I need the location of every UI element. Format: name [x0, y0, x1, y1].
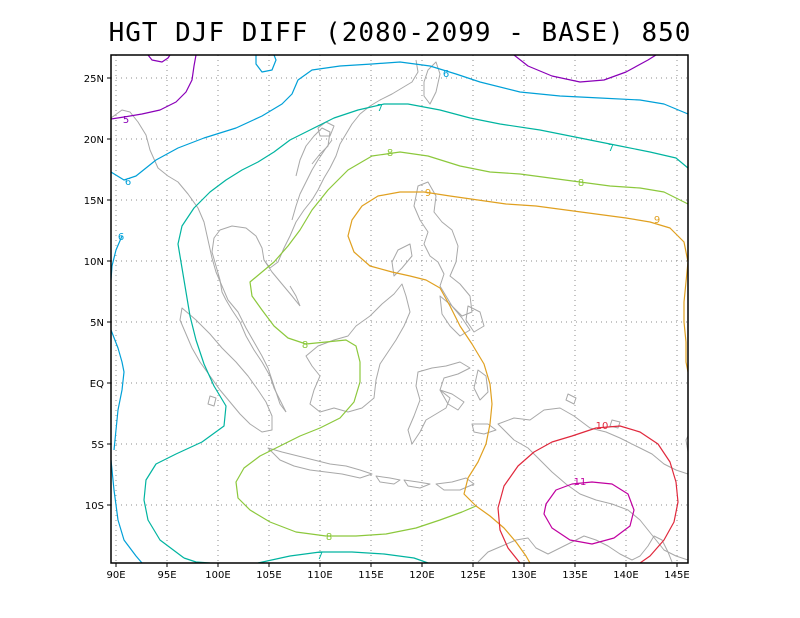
contour-label: 5 [123, 115, 129, 126]
x-axis-labels: 90E 95E 100E 105E 110E 115E 120E 125E 13… [106, 570, 689, 581]
y-tick-label: 5N [90, 318, 104, 329]
contour-8b [235, 339, 477, 537]
contour-5c [513, 55, 657, 83]
contour-label: 11 [574, 477, 587, 488]
contour-label: 8 [326, 532, 332, 543]
map-frame [110, 54, 689, 564]
contour-label: 8 [578, 178, 584, 189]
contour-label: 7 [608, 143, 614, 154]
contour-6e [111, 329, 125, 451]
y-tick-label: EQ [90, 379, 104, 390]
contour-6b [255, 55, 277, 73]
x-tick-label: 95E [157, 570, 176, 581]
x-tick-label: 120E [409, 570, 434, 581]
contour-label: 7 [317, 551, 323, 562]
contour-9 [347, 191, 688, 507]
contour-7b [257, 551, 429, 563]
contour-label: 8 [387, 148, 393, 159]
contour-label: 9 [654, 215, 660, 226]
contour-label: 6 [443, 69, 449, 80]
y-tick-label: 10S [85, 501, 104, 512]
x-tick-label: 130E [511, 570, 536, 581]
y-tick-label: 20N [84, 135, 104, 146]
x-tick-label: 140E [613, 570, 638, 581]
y-tick-label: 25N [84, 74, 104, 85]
x-tick-label: 145E [664, 570, 689, 581]
x-tick-label: 110E [307, 570, 332, 581]
contour-label: 8 [302, 340, 308, 351]
x-tick-label: 100E [205, 570, 230, 581]
coastlines [111, 59, 688, 563]
x-tick-label: 105E [256, 570, 281, 581]
contour-label: 6 [125, 177, 131, 188]
map-title: HGT DJF DIFF (2080-2099 - BASE) 850 [108, 18, 692, 48]
gridlines [111, 55, 688, 563]
x-tick-label: 115E [358, 570, 383, 581]
contour-11 [543, 481, 635, 545]
contour-8 [249, 151, 688, 345]
contour-6 [111, 61, 688, 181]
contour-9b [475, 505, 531, 563]
contour-label: 10 [596, 421, 609, 432]
tick-marks [107, 77, 678, 567]
contour-6d [111, 459, 143, 563]
x-tick-label: 135E [562, 570, 587, 581]
y-axis-labels: 25N 20N 15N 10N 5N EQ 5S 10S [84, 74, 104, 512]
contour-5 [111, 55, 197, 120]
y-tick-label: 10N [84, 257, 104, 268]
contour-10 [497, 425, 679, 563]
contour-label: 7 [377, 103, 383, 114]
contour-5b [147, 55, 171, 63]
contours [111, 55, 688, 563]
x-tick-label: 90E [106, 570, 125, 581]
contour-7 [143, 103, 688, 559]
contour-label: 6 [118, 232, 124, 243]
y-tick-label: 5S [91, 440, 104, 451]
contour-label: 9 [425, 188, 431, 199]
y-tick-label: 15N [84, 196, 104, 207]
x-tick-label: 125E [460, 570, 485, 581]
contour-labels: 5 6 6 6 7 7 7 8 8 8 8 9 9 10 11 [118, 69, 660, 562]
